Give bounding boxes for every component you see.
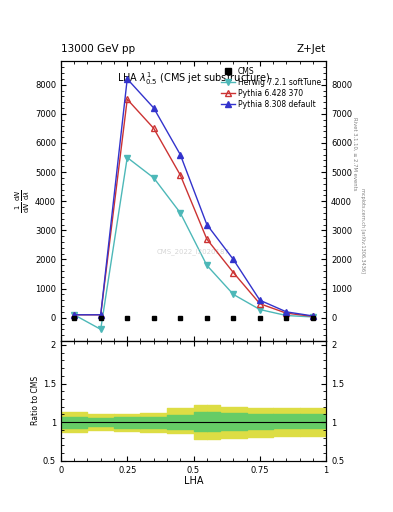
Pythia 8.308 default xyxy=(204,221,209,227)
Text: Z+Jet: Z+Jet xyxy=(297,44,326,54)
Pythia 6.428 370 xyxy=(151,125,156,132)
Line: Pythia 8.308 default: Pythia 8.308 default xyxy=(72,76,316,319)
Pythia 8.308 default xyxy=(72,312,77,318)
Pythia 6.428 370 xyxy=(284,310,289,316)
Pythia 6.428 370 xyxy=(310,313,315,319)
Pythia 8.308 default xyxy=(178,152,183,158)
X-axis label: LHA: LHA xyxy=(184,476,203,486)
Herwig 7.2.1 softTune xyxy=(257,307,262,313)
Y-axis label: Ratio to CMS: Ratio to CMS xyxy=(31,376,40,425)
Text: LHA $\lambda^1_{0.5}$ (CMS jet substructure): LHA $\lambda^1_{0.5}$ (CMS jet substruct… xyxy=(117,70,270,87)
Herwig 7.2.1 softTune xyxy=(204,262,209,268)
Pythia 8.308 default xyxy=(231,257,236,263)
Herwig 7.2.1 softTune xyxy=(72,312,77,318)
Pythia 8.308 default xyxy=(257,297,262,303)
Herwig 7.2.1 softTune xyxy=(151,175,156,181)
Pythia 6.428 370 xyxy=(178,172,183,178)
Herwig 7.2.1 softTune xyxy=(284,312,289,318)
Herwig 7.2.1 softTune xyxy=(231,291,236,297)
Text: Rivet 3.1.10, ≥ 2.7M events: Rivet 3.1.10, ≥ 2.7M events xyxy=(352,117,357,190)
Pythia 6.428 370 xyxy=(204,236,209,242)
Herwig 7.2.1 softTune xyxy=(125,155,130,161)
Pythia 6.428 370 xyxy=(125,96,130,102)
Pythia 6.428 370 xyxy=(257,301,262,307)
Pythia 8.308 default xyxy=(151,105,156,111)
Legend: CMS, Herwig 7.2.1 softTune, Pythia 6.428 370, Pythia 8.308 default: CMS, Herwig 7.2.1 softTune, Pythia 6.428… xyxy=(219,65,322,110)
Pythia 8.308 default xyxy=(98,312,103,318)
Herwig 7.2.1 softTune xyxy=(98,326,103,332)
Herwig 7.2.1 softTune xyxy=(310,314,315,320)
Pythia 8.308 default xyxy=(310,313,315,319)
Pythia 8.308 default xyxy=(284,309,289,315)
Herwig 7.2.1 softTune xyxy=(178,210,183,216)
Pythia 6.428 370 xyxy=(98,312,103,318)
Text: CMS_2022_I2020187: CMS_2022_I2020187 xyxy=(157,248,230,255)
Y-axis label: $\frac{1}{\mathrm{d}N}\,\frac{\mathrm{d}N}{\mathrm{d}\lambda}$: $\frac{1}{\mathrm{d}N}\,\frac{\mathrm{d}… xyxy=(14,189,32,213)
Line: Herwig 7.2.1 softTune: Herwig 7.2.1 softTune xyxy=(72,155,316,332)
Text: 13000 GeV pp: 13000 GeV pp xyxy=(61,44,135,54)
Pythia 6.428 370 xyxy=(72,312,77,318)
Pythia 6.428 370 xyxy=(231,269,236,275)
Pythia 8.308 default xyxy=(125,76,130,82)
Text: mcplots.cern.ch [arXiv:1306.3436]: mcplots.cern.ch [arXiv:1306.3436] xyxy=(360,188,365,273)
Line: Pythia 6.428 370: Pythia 6.428 370 xyxy=(72,97,316,319)
